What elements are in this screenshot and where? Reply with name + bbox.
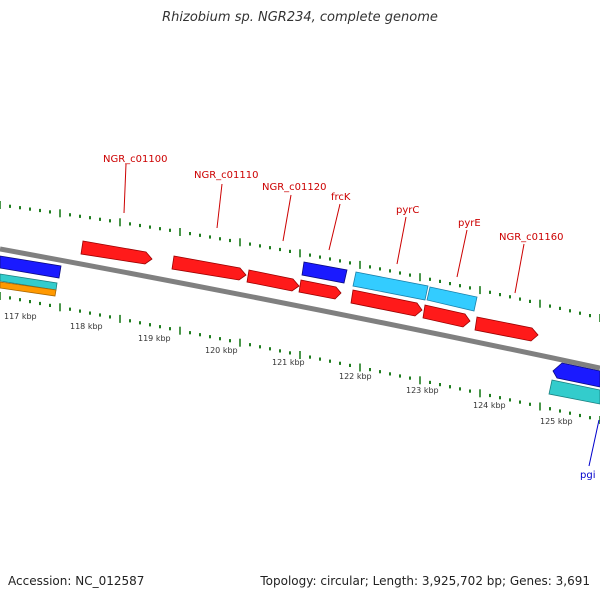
scale-label: 118 kbp: [70, 322, 103, 331]
gene-label-leaders: [123, 163, 525, 294]
gene-NGR_c01160[interactable]: [474, 316, 539, 342]
gene-feature-teal-right[interactable]: [548, 379, 600, 405]
gene-frcK-red[interactable]: [298, 279, 342, 300]
gene-feature-orange[interactable]: [0, 281, 57, 297]
gene-label[interactable]: frcK: [331, 192, 351, 203]
scale-label: 120 kbp: [205, 346, 238, 355]
gene-pyrE-cyan[interactable]: [426, 286, 478, 312]
gene-NGR_c01110[interactable]: [171, 255, 247, 281]
gene-blue-2[interactable]: [301, 261, 348, 284]
pgi-leader: [588, 419, 600, 467]
scale-label: 125 kbp: [540, 417, 573, 426]
gene-label[interactable]: pyrC: [396, 205, 419, 216]
scale-label: 123 kbp: [406, 386, 439, 395]
gene-feature-blue-right[interactable]: [552, 362, 600, 388]
gene-pyrC[interactable]: [352, 271, 429, 301]
gene-NGR_c01100[interactable]: [80, 240, 153, 265]
map-title: Rhizobium sp. NGR234, complete genome: [162, 10, 438, 25]
scale-label-group: 117 kbp 118 kbp 119 kbp 120 kbp 121 kbp …: [4, 312, 573, 426]
gene-label[interactable]: NGR_c01160: [499, 232, 564, 243]
gene-label[interactable]: NGR_c01100: [103, 154, 168, 165]
gene-pyrE[interactable]: [422, 304, 471, 328]
gene-feature-blue[interactable]: [0, 255, 62, 279]
gene-label[interactable]: NGR_c01120: [262, 182, 327, 193]
gene-label[interactable]: pyrE: [458, 218, 481, 229]
gene-label-pgi[interactable]: pgi: [580, 470, 595, 481]
gene-label-group: NGR_c01100 NGR_c01110 NGR_c01120 frcK py…: [103, 154, 564, 243]
gene-label[interactable]: NGR_c01110: [194, 170, 259, 181]
gene-pyrC-red[interactable]: [350, 289, 423, 317]
scale-label: 122 kbp: [339, 372, 372, 381]
genome-summary-text: Topology: circular; Length: 3,925,702 bp…: [260, 574, 590, 588]
scale-label: 121 kbp: [272, 358, 305, 367]
gene-NGR_c01120[interactable]: [246, 269, 300, 292]
inner-tick-track: [0, 292, 600, 424]
genome-backbone: [0, 246, 600, 371]
outer-tick-track: [0, 201, 600, 322]
scale-label: 117 kbp: [4, 312, 37, 321]
scale-label: 124 kbp: [473, 401, 506, 410]
scale-label: 119 kbp: [138, 334, 171, 343]
accession-text: Accession: NC_012587: [8, 574, 145, 588]
